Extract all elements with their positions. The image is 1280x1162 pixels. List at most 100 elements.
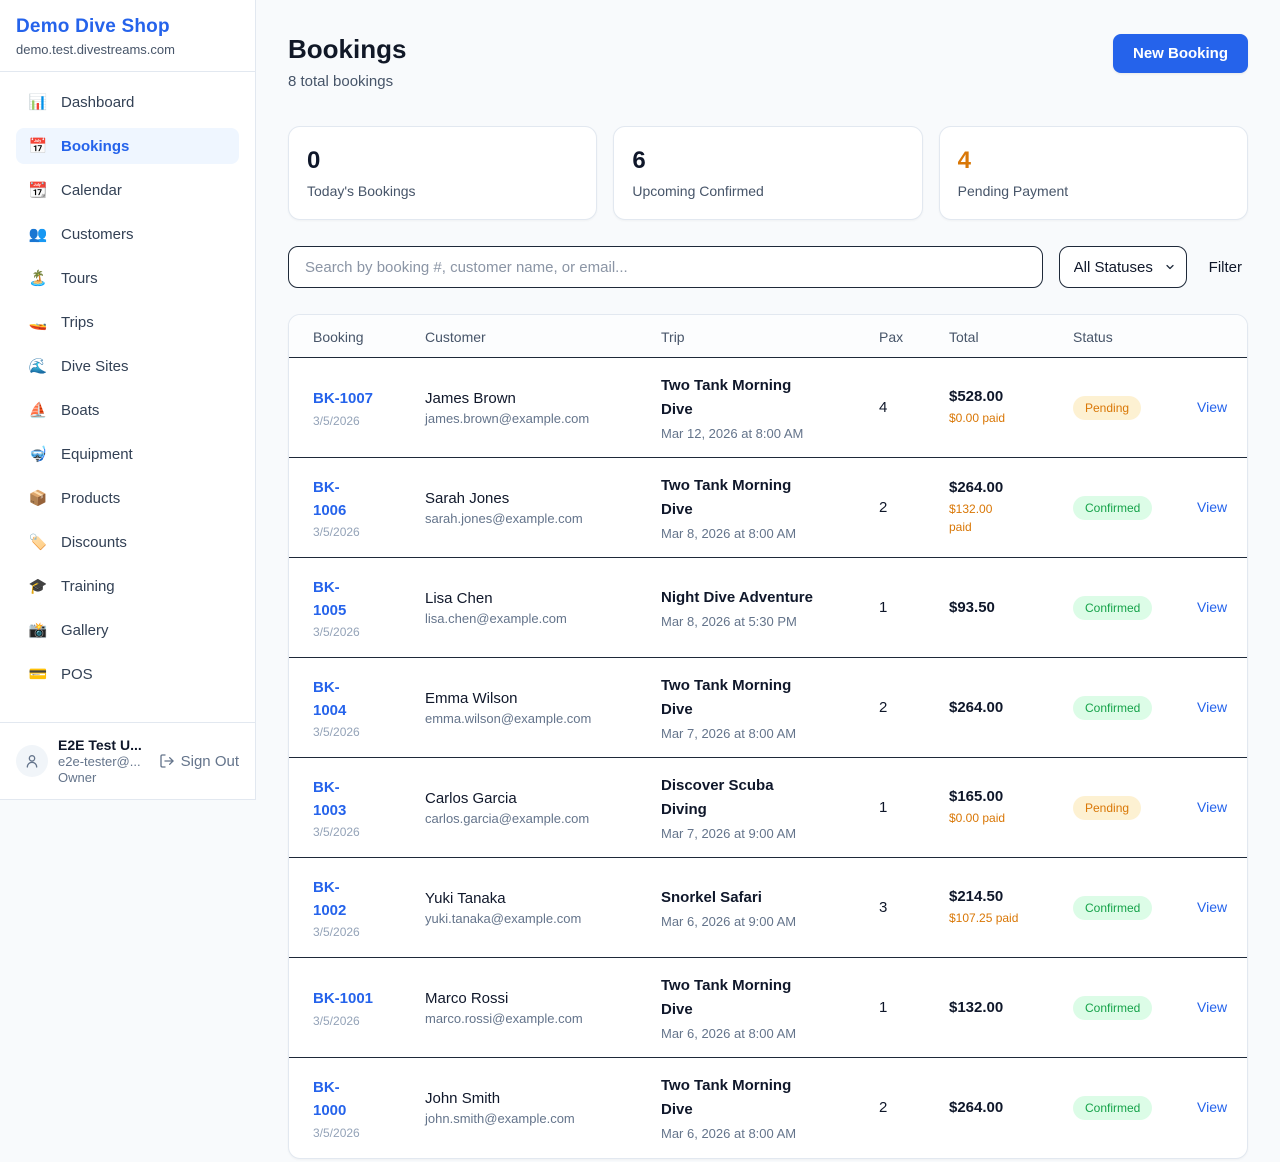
sign-out-button[interactable]: Sign Out [159,753,239,770]
column-header: Booking [289,315,425,358]
pax-count: 2 [879,499,888,516]
camera-icon: 📸 [28,622,48,639]
sidebar-item-label: Training [61,577,115,595]
view-link[interactable]: View [1197,398,1228,415]
view-link[interactable]: View [1197,598,1228,615]
customer-name: Lisa Chen [425,589,493,607]
sidebar-item-discounts[interactable]: 🏷️ Discounts [16,524,239,560]
sidebar-item-trips[interactable]: 🚤 Trips [16,304,239,340]
customer-email: lisa.chen@example.com [425,610,567,626]
customer-email: marco.rossi@example.com [425,1010,583,1026]
table-row: BK- 1005 3/5/2026 Lisa Chen lisa.chen@ex… [289,557,1247,658]
booking-date: 3/5/2026 [313,1013,360,1028]
sidebar-item-calendar[interactable]: 📆 Calendar [16,172,239,208]
sidebar-item-label: Dashboard [61,93,135,111]
stat-label: Upcoming Confirmed [632,183,764,199]
customer-name: James Brown [425,389,516,407]
customer-email: sarah.jones@example.com [425,510,583,526]
customer-name: Marco Rossi [425,989,509,1007]
new-booking-button[interactable]: New Booking [1112,34,1248,73]
total-amount: $214.50 [949,888,1004,905]
column-header: Status [1073,315,1197,358]
total-amount: $528.00 [949,388,1004,405]
trip-datetime: Mar 7, 2026 at 9:00 AM [661,826,797,841]
search-input[interactable] [288,246,1043,288]
sidebar-item-label: Tours [61,269,98,287]
customer-name: Sarah Jones [425,489,510,507]
sidebar-item-equipment[interactable]: 🤿 Equipment [16,436,239,472]
view-link[interactable]: View [1197,498,1228,515]
total-amount: $165.00 [949,788,1004,805]
sidebar-item-label: Trips [61,313,94,331]
stats-row: 0 Today's Bookings 6 Upcoming Confirmed … [288,126,1248,220]
sidebar-item-products[interactable]: 📦 Products [16,480,239,516]
table-row: BK- 1006 3/5/2026 Sarah Jones sarah.jone… [289,457,1247,558]
status-filter-select[interactable]: All Statuses [1058,246,1187,288]
sidebar-item-bookings[interactable]: 📅 Bookings [16,128,239,164]
status-badge: Pending [1073,795,1142,820]
label-tag-icon: 🏷️ [28,534,48,551]
page-title: Bookings [288,34,407,64]
view-link[interactable]: View [1197,898,1228,915]
sidebar-item-label: Boats [61,401,100,419]
view-link[interactable]: View [1197,798,1228,815]
sidebar-item-customers[interactable]: 👥 Customers [16,216,239,252]
people-icon: 👥 [28,226,48,243]
paid-amount: $0.00 paid [949,811,1006,825]
paid-amount: $132.00 paid [949,502,993,534]
sidebar-item-dive-sites[interactable]: 🌊 Dive Sites [16,348,239,384]
table-row: BK- 1002 3/5/2026 Yuki Tanaka yuki.tanak… [289,857,1247,958]
logout-icon [159,754,174,768]
total-amount: $93.50 [949,599,995,616]
total-amount: $264.00 [949,699,1004,716]
page-header: Bookings 8 total bookings New Booking [288,34,1248,90]
view-link[interactable]: View [1197,998,1228,1015]
island-icon: 🏝️ [28,270,48,287]
booking-number-link[interactable]: BK- 1000 [313,1079,347,1120]
trip-name: Snorkel Safari [661,889,762,906]
sidebar-item-boats[interactable]: ⛵ Boats [16,392,239,428]
booking-date: 3/5/2026 [313,1125,360,1140]
booking-number-link[interactable]: BK- 1004 [313,678,347,719]
booking-number-link[interactable]: BK- 1006 [313,478,347,519]
total-bookings-count: 8 total bookings [288,73,394,90]
total-amount: $264.00 [949,1099,1004,1117]
trip-name: Two Tank Morning Dive [661,1077,792,1119]
sidebar-item-pos[interactable]: 💳 POS [16,656,239,692]
bookings-table: Booking Customer Trip Pax Total Status BK-100… [289,315,1247,1158]
calendar-icon: 📅 [28,138,48,155]
package-icon: 📦 [28,490,48,507]
booking-date: 3/5/2026 [313,413,360,428]
pax-count: 1 [879,599,888,616]
trip-name: Discover Scuba Diving [661,777,774,818]
view-link[interactable]: View [1197,1098,1228,1115]
sidebar-item-label: Customers [61,225,134,243]
tear-off-calendar-icon: 📆 [28,182,48,199]
view-link[interactable]: View [1197,698,1228,715]
trip-datetime: Mar 8, 2026 at 8:00 AM [661,526,797,541]
booking-number-link[interactable]: BK- 1005 [313,578,347,619]
pax-count: 2 [879,1099,888,1117]
customer-email: carlos.garcia@example.com [425,810,590,826]
pax-count: 2 [879,699,888,716]
table-row: BK-1001 3/5/2026 Marco Rossi marco.rossi… [289,957,1247,1058]
paid-amount: $0.00 paid [949,411,1006,425]
user-box: E2E Test U... e2e-tester@... Owner Sign … [0,722,255,799]
sidebar-item-label: Dive Sites [61,357,129,375]
table-row: BK- 1000 3/5/2026 John Smith john.smith@… [289,1058,1247,1158]
sidebar-item-training[interactable]: 🎓 Training [16,568,239,604]
sidebar-item-gallery[interactable]: 📸 Gallery [16,612,239,648]
diving-mask-icon: 🤿 [28,446,48,463]
booking-number-link[interactable]: BK-1007 [313,390,374,408]
sidebar-item-tours[interactable]: 🏝️ Tours [16,260,239,296]
filter-button[interactable]: Filter [1208,258,1242,276]
trip-datetime: Mar 8, 2026 at 5:30 PM [661,614,797,629]
booking-number-link[interactable]: BK-1001 [313,990,374,1008]
trip-datetime: Mar 12, 2026 at 8:00 AM [661,426,804,441]
booking-number-link[interactable]: BK- 1003 [313,778,347,819]
booking-number-link[interactable]: BK- 1002 [313,878,347,919]
customer-email: james.brown@example.com [425,410,590,426]
sidebar-item-dashboard[interactable]: 📊 Dashboard [16,84,239,120]
user-email: e2e-tester@... [58,754,141,769]
credit-card-icon: 💳 [28,666,48,683]
